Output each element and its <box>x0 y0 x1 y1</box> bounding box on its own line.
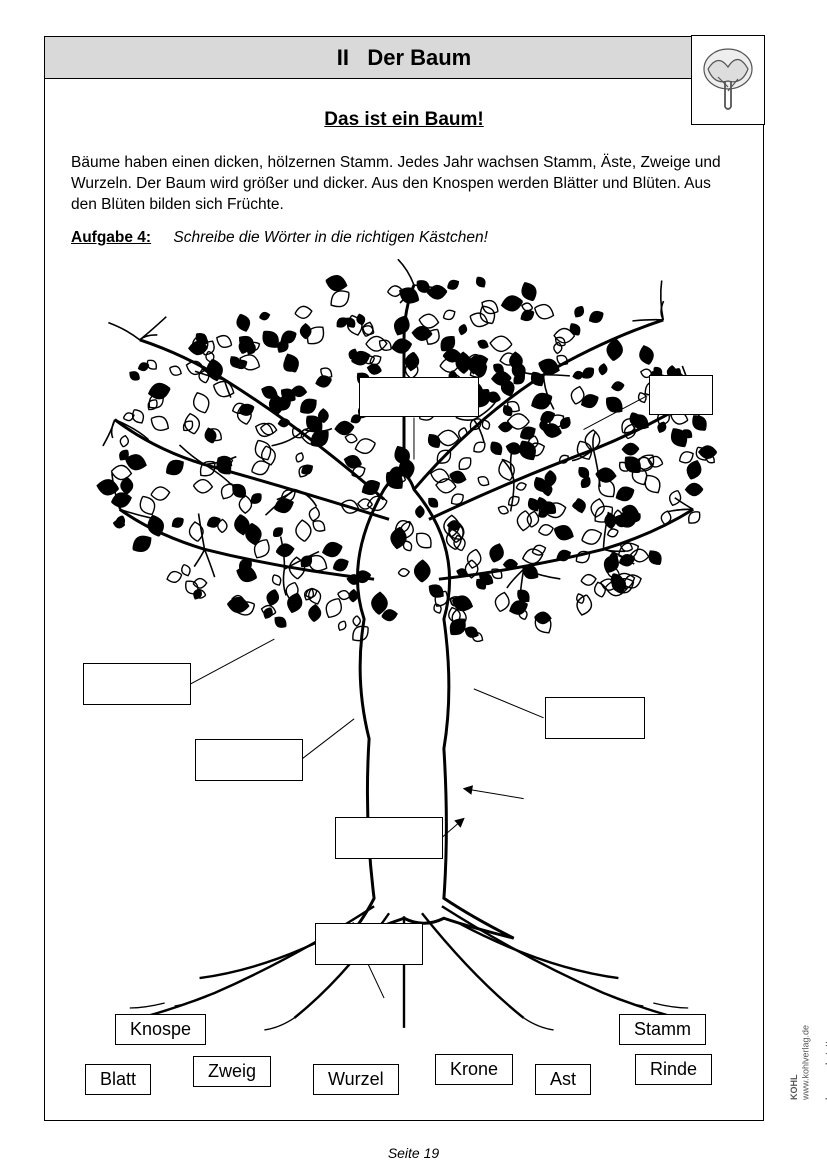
publisher-meta: KOHL www.kohlverlag.de Lernwerkstatt Der… <box>789 720 823 1100</box>
worksheet-page: II Der Baum Das ist ein Baum! Bäume habe… <box>0 0 827 1169</box>
answer-box[interactable] <box>83 663 191 705</box>
word-box[interactable]: Wurzel <box>313 1064 399 1095</box>
answer-box[interactable] <box>195 739 303 781</box>
chapter-header: II Der Baum <box>45 37 763 79</box>
chapter-title: II Der Baum <box>337 45 472 71</box>
word-box[interactable]: Knospe <box>115 1014 206 1045</box>
word-bank: Knospe Stamm Blatt Zweig Wurzel Krone Ast Rinde <box>45 1014 763 1110</box>
tree-diagram <box>45 259 763 1033</box>
task-label: Aufgabe 4: <box>71 229 151 246</box>
page-subtitle: Das ist ein Baum! <box>45 109 763 131</box>
answer-box[interactable] <box>545 697 645 739</box>
word-box[interactable]: Ast <box>535 1064 591 1095</box>
answer-box[interactable] <box>335 817 443 859</box>
word-box[interactable]: Stamm <box>619 1014 706 1045</box>
content-frame: II Der Baum Das ist ein Baum! Bäume habe… <box>44 36 764 1121</box>
answer-box[interactable] <box>315 923 423 965</box>
word-box[interactable]: Blatt <box>85 1064 151 1095</box>
answer-box[interactable] <box>649 375 713 415</box>
answer-box[interactable] <box>359 377 479 417</box>
word-box[interactable]: Rinde <box>635 1054 712 1085</box>
word-box[interactable]: Zweig <box>193 1056 271 1087</box>
word-box[interactable]: Krone <box>435 1054 513 1085</box>
page-number: Seite 19 <box>0 1145 827 1161</box>
intro-paragraph: Bäume haben einen dicken, hölzernen Stam… <box>71 153 739 216</box>
task-line: Aufgabe 4: Schreibe die Wörter in die ri… <box>71 229 739 247</box>
task-text: Schreibe die Wörter in die richtigen Käs… <box>173 229 487 246</box>
